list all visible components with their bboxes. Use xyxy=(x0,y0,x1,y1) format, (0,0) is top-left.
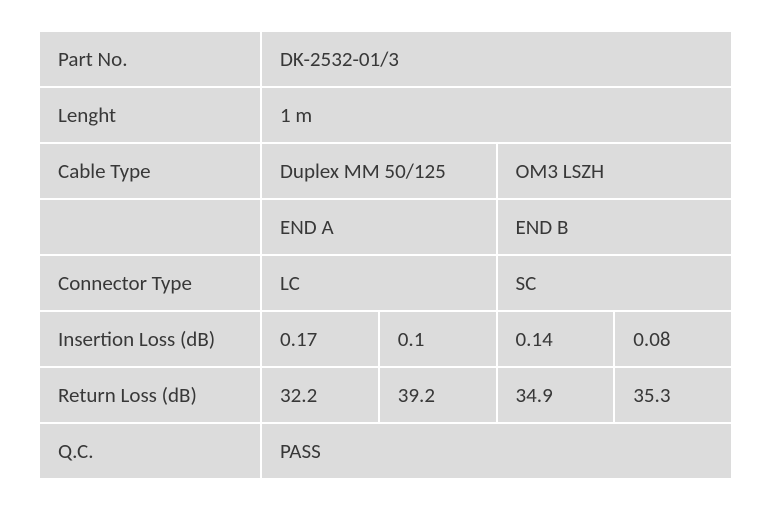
label-cell: Connector Type xyxy=(40,256,260,310)
value-cell: LC xyxy=(262,256,496,310)
value-cell: PASS xyxy=(262,424,731,478)
header-cell: END B xyxy=(498,200,732,254)
value-cell: 0.14 xyxy=(498,312,614,366)
value-cell: 0.17 xyxy=(262,312,378,366)
label-cell: Insertion Loss (dB) xyxy=(40,312,260,366)
header-cell: END A xyxy=(262,200,496,254)
table-row: Connector Type LC SC xyxy=(40,256,731,310)
spec-table: Part No. DK-2532-01/3 Lenght 1 m Cable T… xyxy=(38,30,733,480)
label-cell: Q.C. xyxy=(40,424,260,478)
table-row: Part No. DK-2532-01/3 xyxy=(40,32,731,86)
table-row: Insertion Loss (dB) 0.17 0.1 0.14 0.08 xyxy=(40,312,731,366)
value-cell: 0.08 xyxy=(615,312,731,366)
value-cell: DK-2532-01/3 xyxy=(262,32,731,86)
table-row: Return Loss (dB) 32.2 39.2 34.9 35.3 xyxy=(40,368,731,422)
label-cell: Cable Type xyxy=(40,144,260,198)
value-cell: OM3 LSZH xyxy=(498,144,732,198)
table-row: Cable Type Duplex MM 50/125 OM3 LSZH xyxy=(40,144,731,198)
value-cell: 1 m xyxy=(262,88,731,142)
table-row: Q.C. PASS xyxy=(40,424,731,478)
value-cell: 0.1 xyxy=(380,312,496,366)
label-cell: Lenght xyxy=(40,88,260,142)
value-cell: SC xyxy=(498,256,732,310)
label-cell: Return Loss (dB) xyxy=(40,368,260,422)
label-cell xyxy=(40,200,260,254)
value-cell: Duplex MM 50/125 xyxy=(262,144,496,198)
value-cell: 32.2 xyxy=(262,368,378,422)
label-cell: Part No. xyxy=(40,32,260,86)
value-cell: 39.2 xyxy=(380,368,496,422)
table-row: END A END B xyxy=(40,200,731,254)
value-cell: 34.9 xyxy=(498,368,614,422)
table-row: Lenght 1 m xyxy=(40,88,731,142)
value-cell: 35.3 xyxy=(615,368,731,422)
